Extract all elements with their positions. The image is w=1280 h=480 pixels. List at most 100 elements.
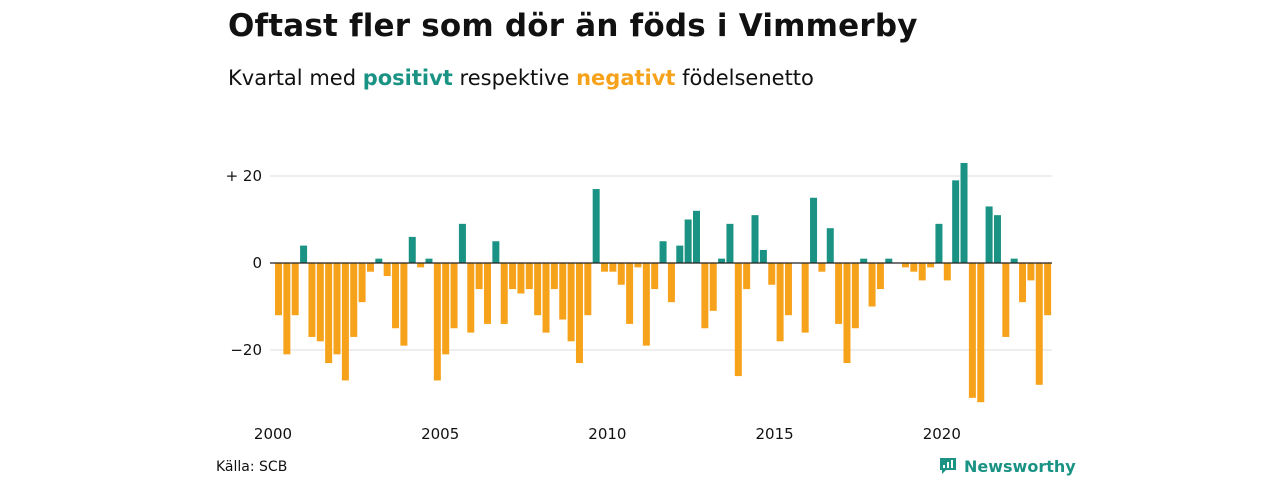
bar-positive (684, 219, 692, 263)
bar-negative (784, 263, 792, 316)
bar-negative (392, 263, 400, 329)
bar-negative (475, 263, 483, 290)
subtitle-suffix: födelsenetto (682, 66, 814, 90)
bar-negative (333, 263, 341, 355)
subtitle-middle: respektive (459, 66, 570, 90)
bar-positive (985, 206, 993, 263)
bar-negative (316, 263, 324, 342)
bar-positive (300, 245, 308, 263)
bar-negative (550, 263, 558, 290)
bar-negative (584, 263, 592, 316)
bar-negative (400, 263, 408, 346)
bar-positive (659, 241, 667, 263)
bar-positive (826, 228, 834, 263)
bar-negative (325, 263, 333, 364)
bar-negative (575, 263, 583, 364)
bar-negative (642, 263, 650, 346)
bar-negative (868, 263, 876, 307)
bar-negative (843, 263, 851, 364)
bar-negative (1019, 263, 1027, 303)
y-tick-label: + 20 (226, 167, 262, 185)
bar-negative (517, 263, 525, 294)
bar-positive (935, 223, 943, 263)
chart-subtitle: Kvartal med positivt respektive negativt… (228, 66, 814, 90)
bar-negative (1044, 263, 1052, 316)
bar-negative (667, 263, 675, 303)
bar-negative (734, 263, 742, 377)
bar-negative (743, 263, 751, 290)
bar-positive (860, 258, 868, 263)
bar-negative (701, 263, 709, 329)
bar-negative (601, 263, 609, 272)
bar-negative (275, 263, 282, 316)
bar-negative (442, 263, 450, 355)
bar-negative (433, 263, 441, 381)
chart-title: Oftast fler som dör än föds i Vimmerby (228, 8, 918, 44)
bar-negative (509, 263, 517, 290)
x-tick-label: 2000 (254, 425, 292, 443)
bar-negative (910, 263, 918, 272)
bar-negative (968, 263, 976, 398)
bar-negative (1002, 263, 1010, 337)
bar-negative (776, 263, 784, 342)
grid-lines (270, 175, 1052, 351)
subtitle-negative-word: negativt (576, 66, 676, 90)
newsworthy-logo-icon (940, 458, 956, 474)
subtitle-positive-word: positivt (362, 66, 453, 90)
source-note: Källa: SCB (216, 459, 288, 475)
bar-positive (1010, 258, 1018, 263)
bar-negative (350, 263, 358, 337)
bar-positive (726, 223, 734, 263)
bar-negative (634, 263, 642, 268)
bar-positive (458, 223, 466, 263)
bar-positive (592, 189, 600, 263)
bar-negative (617, 263, 625, 285)
bar-negative (709, 263, 717, 311)
bar-negative (651, 263, 659, 290)
bar-negative (851, 263, 859, 329)
bar-negative (801, 263, 809, 333)
bar-negative (308, 263, 316, 337)
bar-negative (467, 263, 475, 333)
bar-negative (918, 263, 926, 281)
bar-positive (425, 258, 433, 263)
bar-negative (818, 263, 826, 272)
bar-negative (1035, 263, 1043, 385)
bar-positive (693, 210, 700, 263)
bar-negative (559, 263, 567, 320)
bar-negative (291, 263, 299, 316)
bar-negative (609, 263, 617, 272)
bar-negative (500, 263, 508, 324)
bar-negative (943, 263, 951, 281)
bar-negative (977, 263, 985, 403)
x-axis-ticks: 2000 2005 2010 2015 2020 (254, 425, 961, 443)
bar-positive (759, 249, 767, 263)
bar-negative (567, 263, 575, 342)
bar-negative (341, 263, 349, 381)
x-tick-label: 2010 (588, 425, 626, 443)
brand-logo: Newsworthy (938, 456, 1076, 476)
bar-negative (366, 263, 374, 272)
bar-negative (358, 263, 366, 303)
bar-negative (768, 263, 776, 285)
bar-negative (417, 263, 425, 268)
bar-negative (902, 263, 909, 268)
x-tick-label: 2015 (756, 425, 794, 443)
bar-negative (450, 263, 458, 329)
bar-positive (375, 258, 383, 263)
bar-positive (810, 197, 818, 263)
bar-negative (1027, 263, 1035, 281)
bar-positive (960, 162, 968, 263)
brand-name: Newsworthy (964, 456, 1076, 476)
bar-negative (484, 263, 491, 324)
y-axis-ticks: + 20 0 −20 (226, 167, 262, 359)
bar-negative (542, 263, 550, 333)
bars (275, 162, 1052, 403)
bar-negative (283, 263, 291, 355)
bar-positive (492, 241, 500, 263)
bar-negative (876, 263, 884, 290)
bar-negative (534, 263, 542, 316)
subtitle-prefix: Kvartal med (228, 66, 357, 90)
bar-positive (676, 245, 684, 263)
bar-negative (383, 263, 391, 277)
